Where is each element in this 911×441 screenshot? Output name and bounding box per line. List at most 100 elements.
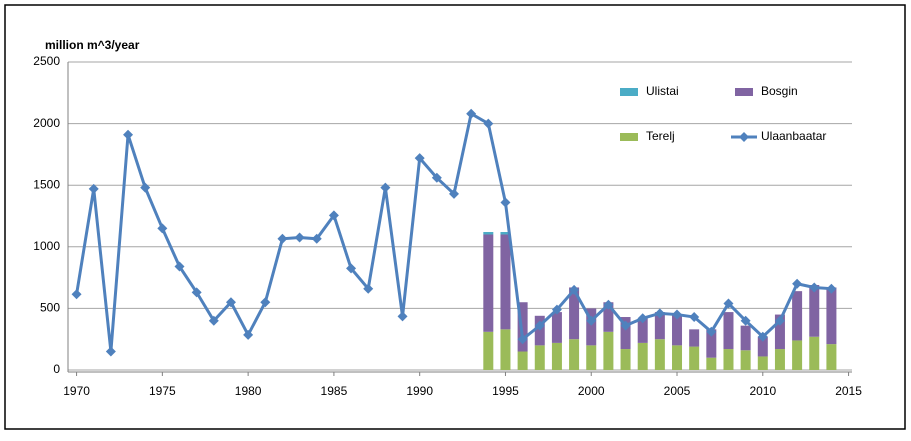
legend-label: Ulaanbaatar: [761, 129, 826, 143]
bar: [740, 350, 751, 370]
bar: [534, 345, 545, 370]
marker: [637, 313, 648, 324]
x-tick-label: 1980: [235, 384, 262, 398]
marker: [123, 129, 134, 140]
marker: [740, 315, 751, 326]
bar: [500, 232, 511, 235]
marker: [311, 233, 322, 244]
marker: [620, 320, 631, 331]
legend-swatch: [735, 88, 753, 96]
marker: [380, 182, 391, 193]
bar: [757, 356, 768, 370]
y-tick-label: 0: [53, 362, 60, 376]
bar: [586, 345, 597, 370]
marker: [243, 329, 254, 340]
bar: [706, 329, 717, 358]
x-tick-label: 2010: [749, 384, 776, 398]
bar: [620, 317, 631, 350]
marker: [586, 315, 597, 326]
x-tick-label: 1970: [63, 384, 90, 398]
marker: [346, 263, 357, 274]
legend-swatch: [620, 133, 638, 141]
x-tick-label: 2000: [578, 384, 605, 398]
bar: [551, 312, 562, 343]
bar: [569, 287, 580, 340]
marker: [225, 297, 236, 308]
bar: [517, 351, 528, 370]
legend-label: Terelj: [646, 129, 675, 143]
marker: [277, 233, 288, 244]
bar: [792, 340, 803, 370]
marker: [328, 210, 339, 221]
marker: [672, 309, 683, 320]
marker: [260, 297, 271, 308]
bar: [654, 312, 665, 340]
bar: [809, 336, 820, 370]
marker: [706, 326, 717, 337]
bar: [517, 302, 528, 352]
bar: [603, 302, 614, 332]
marker: [363, 283, 374, 294]
bar: [723, 312, 734, 350]
bar: [689, 329, 700, 347]
bar: [672, 314, 683, 346]
bar: [586, 308, 597, 346]
bar: [740, 325, 751, 351]
bar: [483, 232, 494, 235]
bar: [500, 234, 511, 330]
marker: [551, 304, 562, 315]
bar: [500, 329, 511, 370]
bar: [637, 318, 648, 343]
y-tick-label: 500: [40, 301, 60, 315]
legend-label: Ulistai: [646, 84, 679, 98]
marker: [157, 223, 168, 234]
x-tick-label: 1990: [406, 384, 433, 398]
marker: [414, 153, 425, 164]
y-axis-label: million m^3/year: [45, 38, 140, 52]
marker: [466, 108, 477, 119]
frame: [4, 4, 906, 430]
x-tick-label: 2015: [835, 384, 862, 398]
x-tick-label: 2005: [664, 384, 691, 398]
bar: [569, 339, 580, 370]
legend-label: Bosgin: [761, 84, 798, 98]
x-tick-label: 1995: [492, 384, 519, 398]
x-tick-label: 1985: [321, 384, 348, 398]
bar: [483, 331, 494, 370]
marker: [603, 299, 614, 310]
marker: [397, 311, 408, 322]
marker: [517, 334, 528, 345]
marker: [500, 197, 511, 208]
marker: [448, 188, 459, 199]
marker: [792, 278, 803, 289]
legend-marker: [739, 132, 749, 142]
marker: [809, 282, 820, 293]
marker: [534, 320, 545, 331]
bar: [757, 336, 768, 357]
bar: [774, 349, 785, 370]
bar: [774, 314, 785, 350]
marker: [654, 308, 665, 319]
bar: [792, 291, 803, 341]
bar: [826, 287, 837, 345]
bar: [706, 357, 717, 370]
marker: [569, 284, 580, 295]
bar: [551, 342, 562, 370]
marker: [294, 232, 305, 243]
marker: [191, 287, 202, 298]
bar: [809, 284, 820, 337]
marker: [757, 331, 768, 342]
marker: [105, 346, 116, 357]
bar: [672, 345, 683, 370]
y-tick-label: 1500: [33, 177, 60, 191]
bar: [483, 234, 494, 332]
bar: [826, 344, 837, 370]
marker: [208, 315, 219, 326]
bar: [637, 342, 648, 370]
x-tick-label: 1975: [149, 384, 176, 398]
marker: [140, 182, 151, 193]
marker: [774, 315, 785, 326]
marker: [174, 261, 185, 272]
y-tick-label: 2000: [33, 116, 60, 130]
